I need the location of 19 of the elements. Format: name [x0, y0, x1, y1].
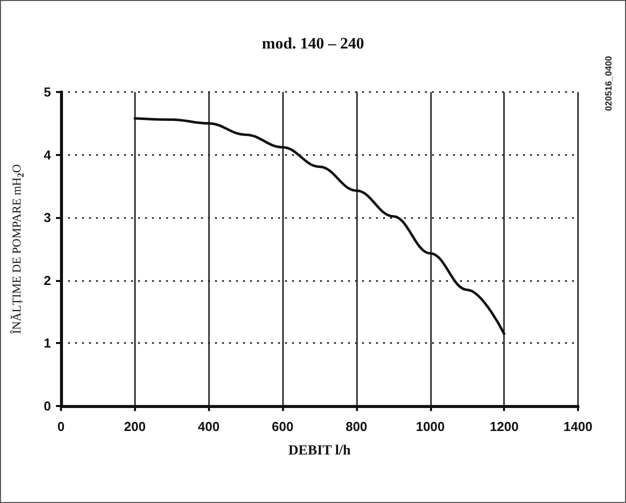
x-tick-label: 1400 — [564, 419, 592, 434]
y-axis-title: ÎNĂLȚIME DE POMPARE mH2O — [10, 164, 26, 334]
x-tick-label: 400 — [198, 419, 220, 434]
y-tick-label: 0 — [44, 398, 51, 414]
chart-title: mod. 140 – 240 — [262, 36, 364, 52]
x-tick-label: 0 — [57, 419, 65, 434]
text: 020516_0400 — [604, 56, 614, 112]
x-tick-label: 1200 — [490, 419, 519, 434]
line-series — [134, 117, 506, 336]
y-tick-label: 1 — [44, 336, 51, 351]
x-tick-label: 800 — [346, 419, 368, 434]
x-axis-title: DEBIT l/h — [288, 444, 351, 458]
x-tick-label: 200 — [124, 419, 146, 434]
x-tick-label: 600 — [272, 419, 294, 434]
y-tick-label: 2 — [44, 272, 51, 288]
x-tick-label: 1000 — [416, 419, 445, 434]
y-tick-label: 3 — [44, 210, 51, 226]
y-tick-label: 4 — [44, 147, 52, 162]
y-tick-label: 5 — [44, 84, 51, 100]
